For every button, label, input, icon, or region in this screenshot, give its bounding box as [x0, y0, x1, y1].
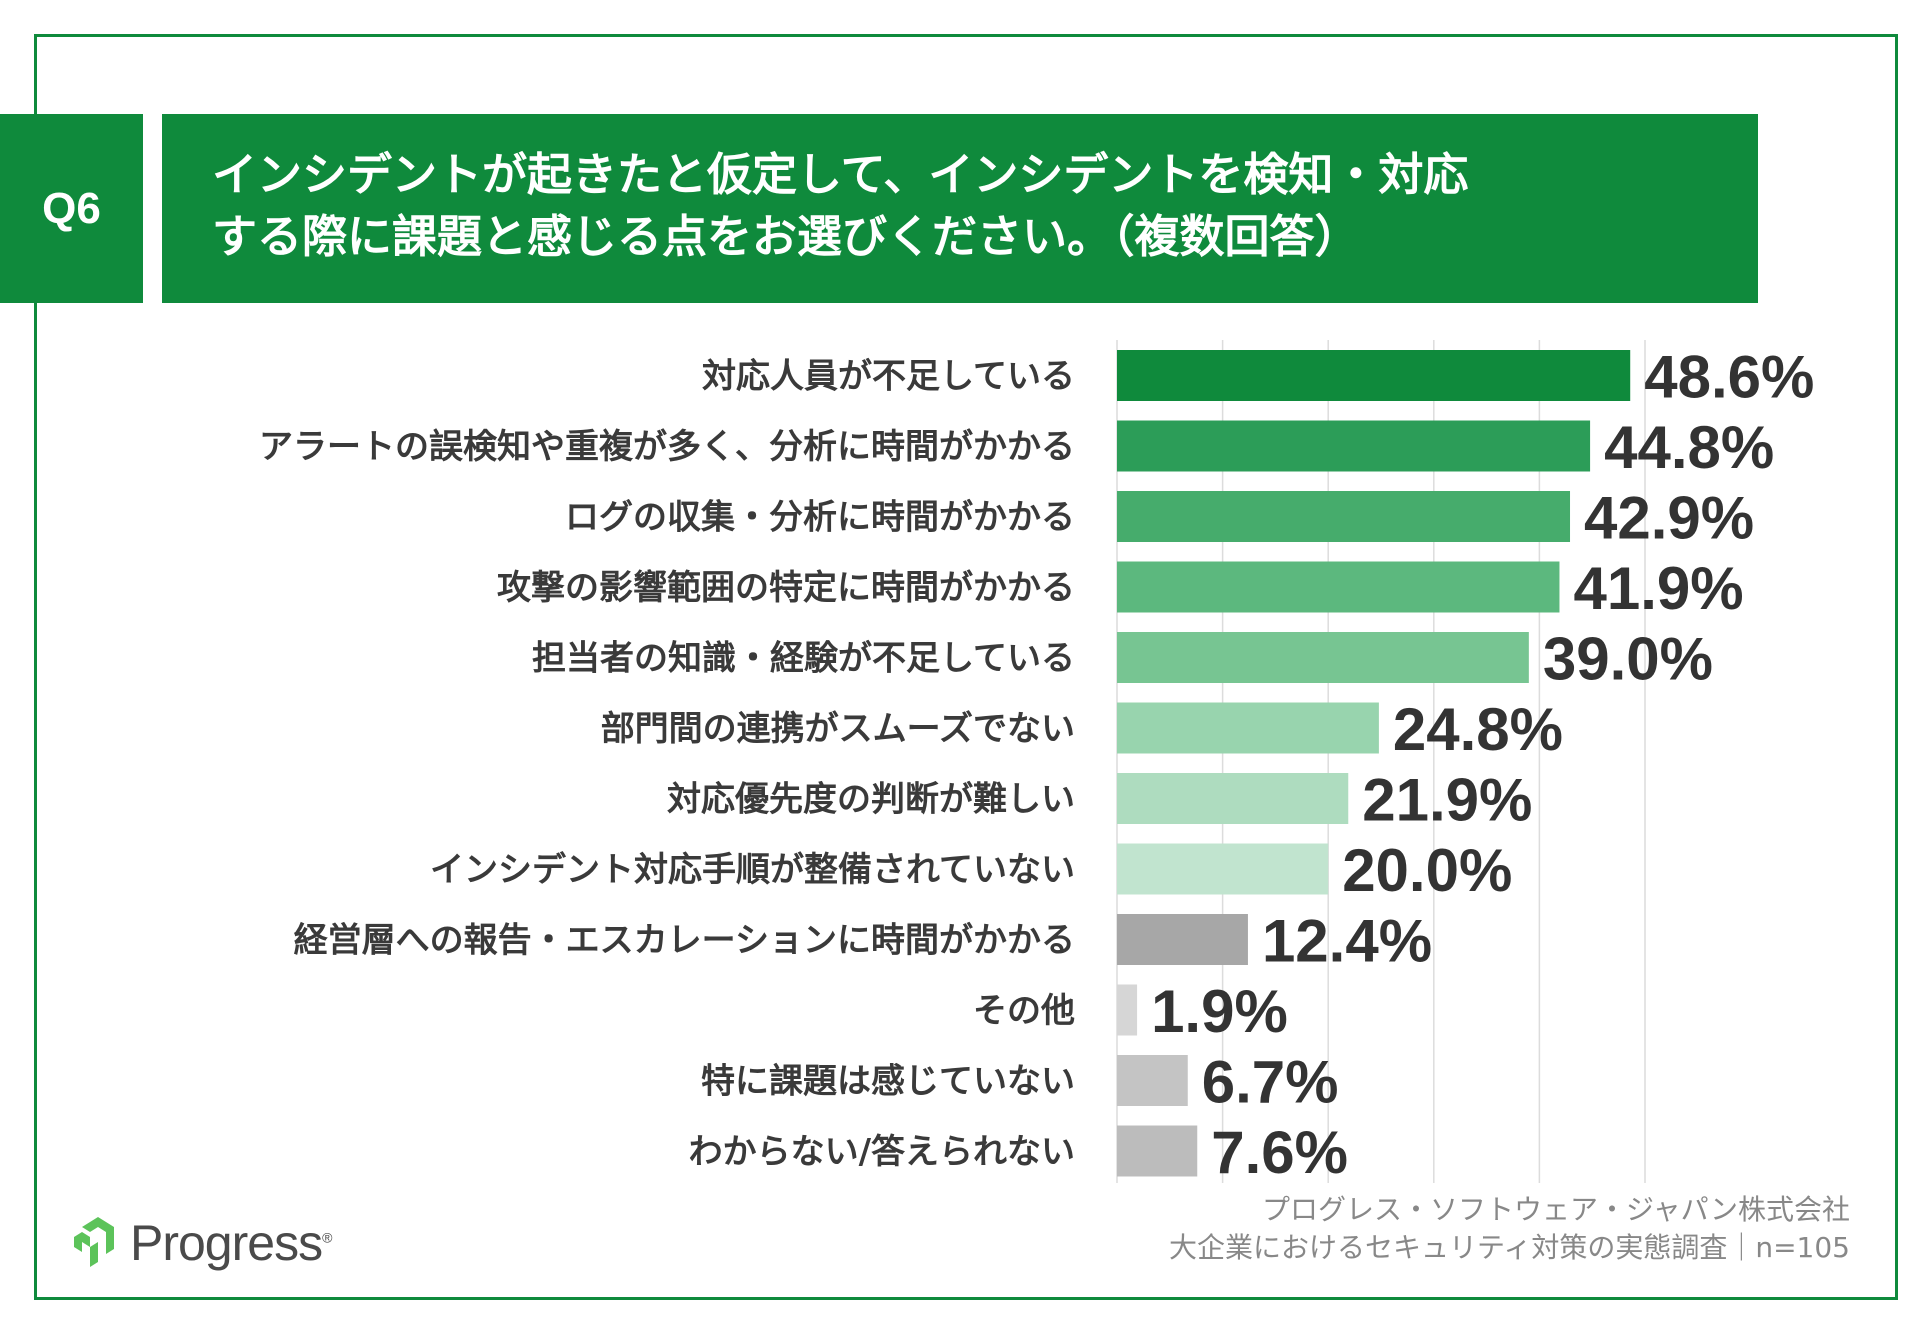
source-credit: プログレス・ソフトウェア・ジャパン株式会社 大企業におけるセキュリティ対策の実態… [1169, 1191, 1850, 1267]
value-label: 48.6% [1644, 344, 1814, 411]
value-label: 21.9% [1362, 767, 1532, 834]
value-label: 7.6% [1211, 1119, 1348, 1186]
credit-company: プログレス・ソフトウェア・ジャパン株式会社 [1261, 1193, 1850, 1226]
bar [1117, 702, 1379, 754]
category-label: 攻撃の影響範囲の特定に時間がかかる [497, 568, 1075, 608]
value-label: 12.4% [1262, 908, 1432, 975]
category-label: 対応人員が不足している [702, 357, 1075, 397]
bar [1117, 491, 1571, 542]
labels: 対応人員が不足している 48.6% アラートの誤検知や重複が多く、分析に時間がかかる… [259, 344, 1814, 1187]
progress-logo-text: Progress® [130, 1215, 332, 1271]
value-label: 24.8% [1393, 696, 1563, 763]
credit-survey: 大企業におけるセキュリティ対策の実態調査｜n=105 [1169, 1231, 1850, 1264]
question-number-badge: Q6 [0, 114, 143, 303]
value-label: 39.0% [1543, 626, 1713, 693]
progress-logo: Progress® [68, 1214, 332, 1272]
category-label: 担当者の知識・経験が不足している [532, 639, 1075, 679]
bar [1117, 843, 1329, 895]
question-text-line2: する際に課題と感じる点をお選びください。（複数回答） [212, 210, 1360, 263]
category-label: わからない/答えられない [689, 1132, 1075, 1172]
category-label: インシデント対応手順が整備されていない [430, 850, 1075, 890]
value-label: 20.0% [1342, 837, 1512, 904]
value-label: 1.9% [1151, 978, 1288, 1045]
bar [1117, 1125, 1198, 1177]
bar [1117, 1055, 1188, 1106]
category-label: 部門間の連携がスムーズでない [601, 709, 1075, 749]
bar [1117, 984, 1138, 1036]
bar [1117, 420, 1591, 472]
value-label: 41.9% [1573, 555, 1743, 622]
question-number: Q6 [42, 183, 101, 233]
category-label: 特に課題は感じていない [701, 1062, 1075, 1102]
value-label: 44.8% [1604, 414, 1774, 481]
chart-frame [34, 34, 1898, 1300]
bars [1117, 350, 1631, 1177]
grid-lines [1116, 340, 1646, 1183]
question-banner: インシデントが起きたと仮定して、インシデントを検知・対応 する際に課題と感じる点… [162, 114, 1758, 303]
bar [1117, 773, 1349, 824]
category-label: 経営層への報告・エスカレーションに時間がかかる [294, 921, 1075, 961]
bar [1117, 632, 1529, 683]
bar [1117, 914, 1248, 965]
progress-logo-icon [74, 1217, 114, 1267]
category-label: アラートの誤検知や重複が多く、分析に時間がかかる [259, 427, 1075, 467]
category-label: 対応優先度の判断が難しい [667, 780, 1075, 820]
bar [1117, 350, 1631, 401]
category-label: ログの収集・分析に時間がかかる [565, 498, 1075, 538]
bar [1117, 561, 1560, 613]
value-label: 6.7% [1202, 1049, 1339, 1116]
category-label: その他 [973, 991, 1075, 1031]
value-label: 42.9% [1584, 485, 1754, 552]
question-text-line1: インシデントが起きたと仮定して、インシデントを検知・対応 [212, 148, 1469, 201]
